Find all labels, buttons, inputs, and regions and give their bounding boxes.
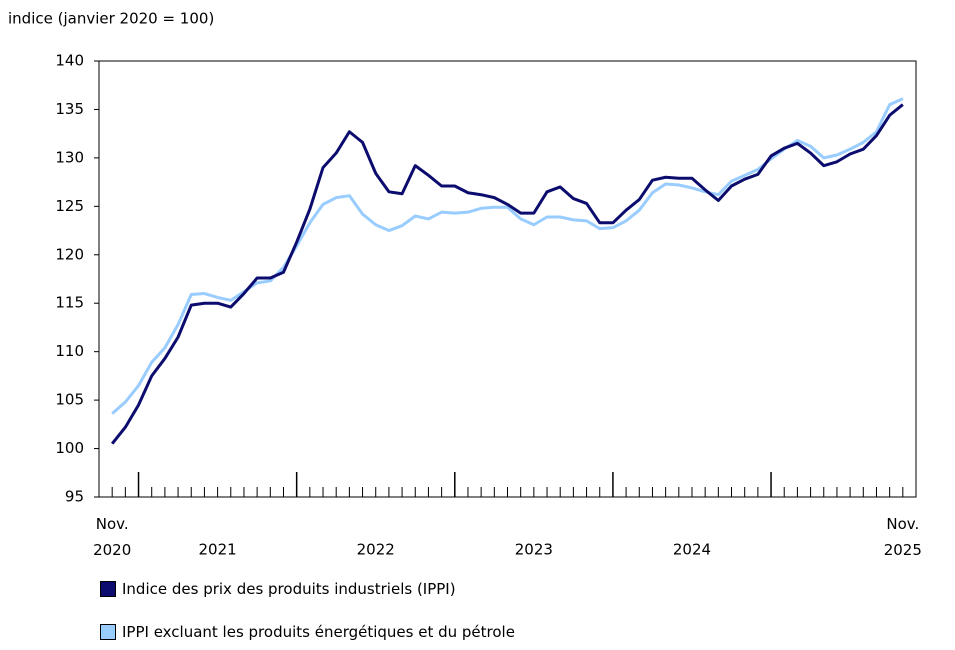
plot-frame [98, 60, 917, 498]
chart-title: indice (janvier 2020 = 100) [8, 10, 214, 28]
y-tick-label: 125 [55, 197, 84, 215]
y-tick-label: 120 [55, 245, 84, 263]
y-tick-label: 110 [55, 342, 84, 360]
legend-item: IPPI excluant les produits énergétiques … [100, 623, 515, 641]
y-tick-label: 105 [55, 391, 84, 409]
y-tick-label: 100 [55, 439, 84, 457]
y-tick-label: 130 [55, 148, 84, 166]
year-label: 2024 [673, 541, 711, 559]
year-label: 2022 [357, 541, 395, 559]
x-tick-label: Nov. 2020 [93, 515, 132, 559]
legend-swatch [100, 624, 116, 640]
y-tick-label: 115 [55, 294, 84, 312]
year-label: 2023 [515, 541, 553, 559]
y-tick-label: 140 [55, 52, 84, 70]
y-tick-label: 135 [55, 100, 84, 118]
legend-swatch [100, 581, 116, 597]
series-line [111, 97, 904, 415]
y-tick-label: 95 [65, 488, 84, 506]
legend-label: IPPI excluant les produits énergétiques … [122, 623, 515, 641]
legend-label: Indice des prix des produits industriels… [122, 580, 456, 598]
legend-item: Indice des prix des produits industriels… [100, 580, 456, 598]
x-tick-label: Nov. 2025 [883, 515, 922, 559]
chart: indice (janvier 2020 = 100) 95 100 105 110 1… [8, 10, 917, 559]
series-line [111, 103, 904, 445]
year-label: 2021 [199, 541, 237, 559]
